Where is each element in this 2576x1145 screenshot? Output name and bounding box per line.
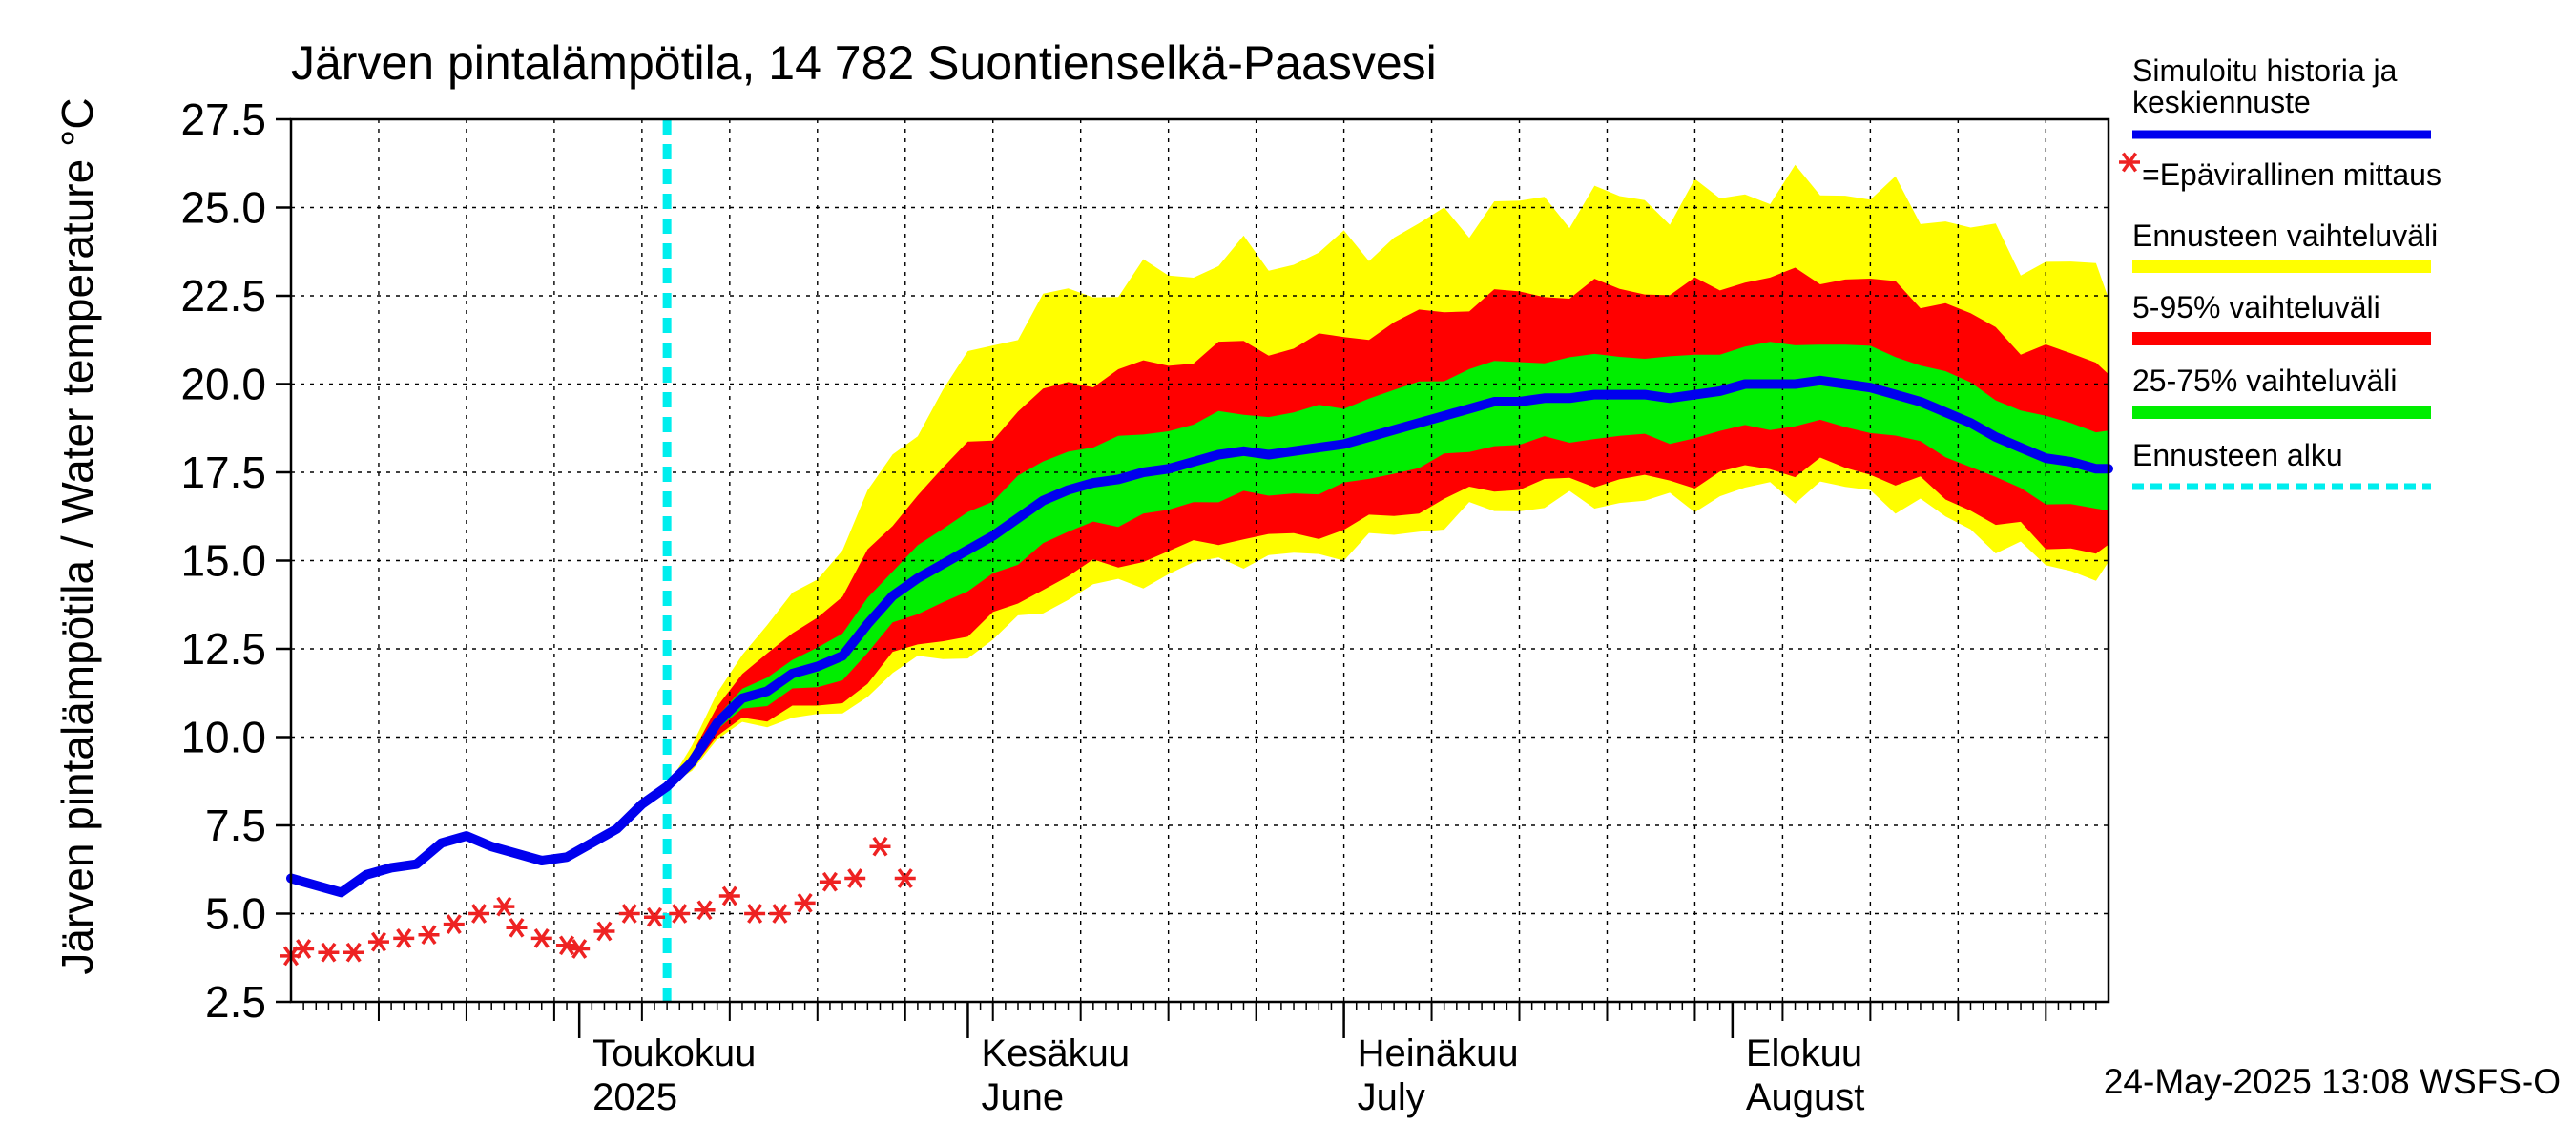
forecast-bands (667, 164, 2109, 787)
measurement-point (644, 906, 665, 927)
measurement-point (669, 904, 691, 924)
measurement-point (493, 896, 515, 917)
y-tick-label: 20.0 (180, 360, 266, 409)
y-tick-label: 10.0 (180, 713, 266, 762)
measurement-point (443, 914, 465, 934)
legend-label: 25-75% vaihteluväli (2132, 364, 2398, 398)
measurement-point (794, 893, 816, 913)
measurement-point (393, 928, 415, 948)
measurement-point (468, 904, 490, 924)
x-month-label: Kesäkuu (981, 1032, 1130, 1074)
mean-forecast-series (286, 375, 2113, 898)
unofficial-measurements (280, 836, 916, 967)
measurement-point (556, 935, 578, 956)
legend-label: Simuloitu historia ja (2132, 53, 2398, 88)
legend-label: Ennusteen alku (2132, 438, 2343, 472)
y-tick-labels: 2.5 5.0 7.5 10.0 12.5 15.0 17.5 20.0 22.5 25.0 27.… (180, 94, 266, 1027)
measurement-point (293, 939, 315, 959)
x-month-sublabel: 2025 (592, 1076, 677, 1118)
measurement-point (819, 871, 841, 892)
y-tick-label: 5.0 (205, 889, 266, 939)
measurement-point (367, 931, 389, 952)
measurement-point (530, 928, 552, 948)
y-tick-label: 27.5 (180, 94, 266, 144)
measurement-point (318, 942, 340, 963)
y-tick-label: 22.5 (180, 271, 266, 321)
chart-title: Järven pintalämpötila, 14 782 Suontiense… (291, 36, 1437, 90)
y-tick-label: 12.5 (180, 624, 266, 674)
axes (276, 117, 2110, 1038)
y-axis-label: Järven pintalämpötila / Water temperatur… (52, 97, 102, 974)
measurement-point (569, 939, 591, 959)
timestamp: 24-May-2025 13:08 WSFS-O (2104, 1062, 2561, 1101)
mean-forecast-line (286, 375, 2113, 898)
legend-label: =Epävirallinen mittaus (2142, 157, 2441, 192)
measurement-point (343, 942, 364, 963)
x-month-label: Elokuu (1746, 1032, 1862, 1074)
measurement-point (618, 904, 640, 924)
measurement-point (694, 900, 716, 921)
x-month-label: Toukokuu (592, 1032, 756, 1074)
measurement-point (844, 868, 866, 888)
measurement-point (418, 925, 440, 946)
grid-lines (291, 119, 2109, 1002)
measurement-point (769, 904, 791, 924)
x-month-sublabel: June (981, 1076, 1064, 1118)
measurement-point (593, 921, 615, 942)
measurement-point (869, 836, 891, 857)
legend-star-icon (2119, 152, 2140, 173)
y-tick-label: 15.0 (180, 536, 266, 586)
x-month-sublabel: July (1358, 1076, 1425, 1118)
legend-label: 5-95% vaihteluväli (2132, 290, 2380, 324)
legend-label: Ennusteen vaihteluväli (2132, 219, 2438, 253)
x-month-label: Heinäkuu (1358, 1032, 1519, 1074)
measurement-point (506, 917, 528, 938)
measurement-point (718, 885, 740, 906)
measurement-point (894, 868, 916, 888)
x-month-sublabel: August (1746, 1076, 1865, 1118)
y-tick-label: 7.5 (205, 801, 266, 850)
legend-label: keskiennuste (2132, 85, 2311, 119)
y-tick-label: 2.5 (205, 977, 266, 1027)
measurement-point (744, 904, 766, 924)
y-tick-label: 17.5 (180, 448, 266, 497)
y-tick-label: 25.0 (180, 183, 266, 233)
